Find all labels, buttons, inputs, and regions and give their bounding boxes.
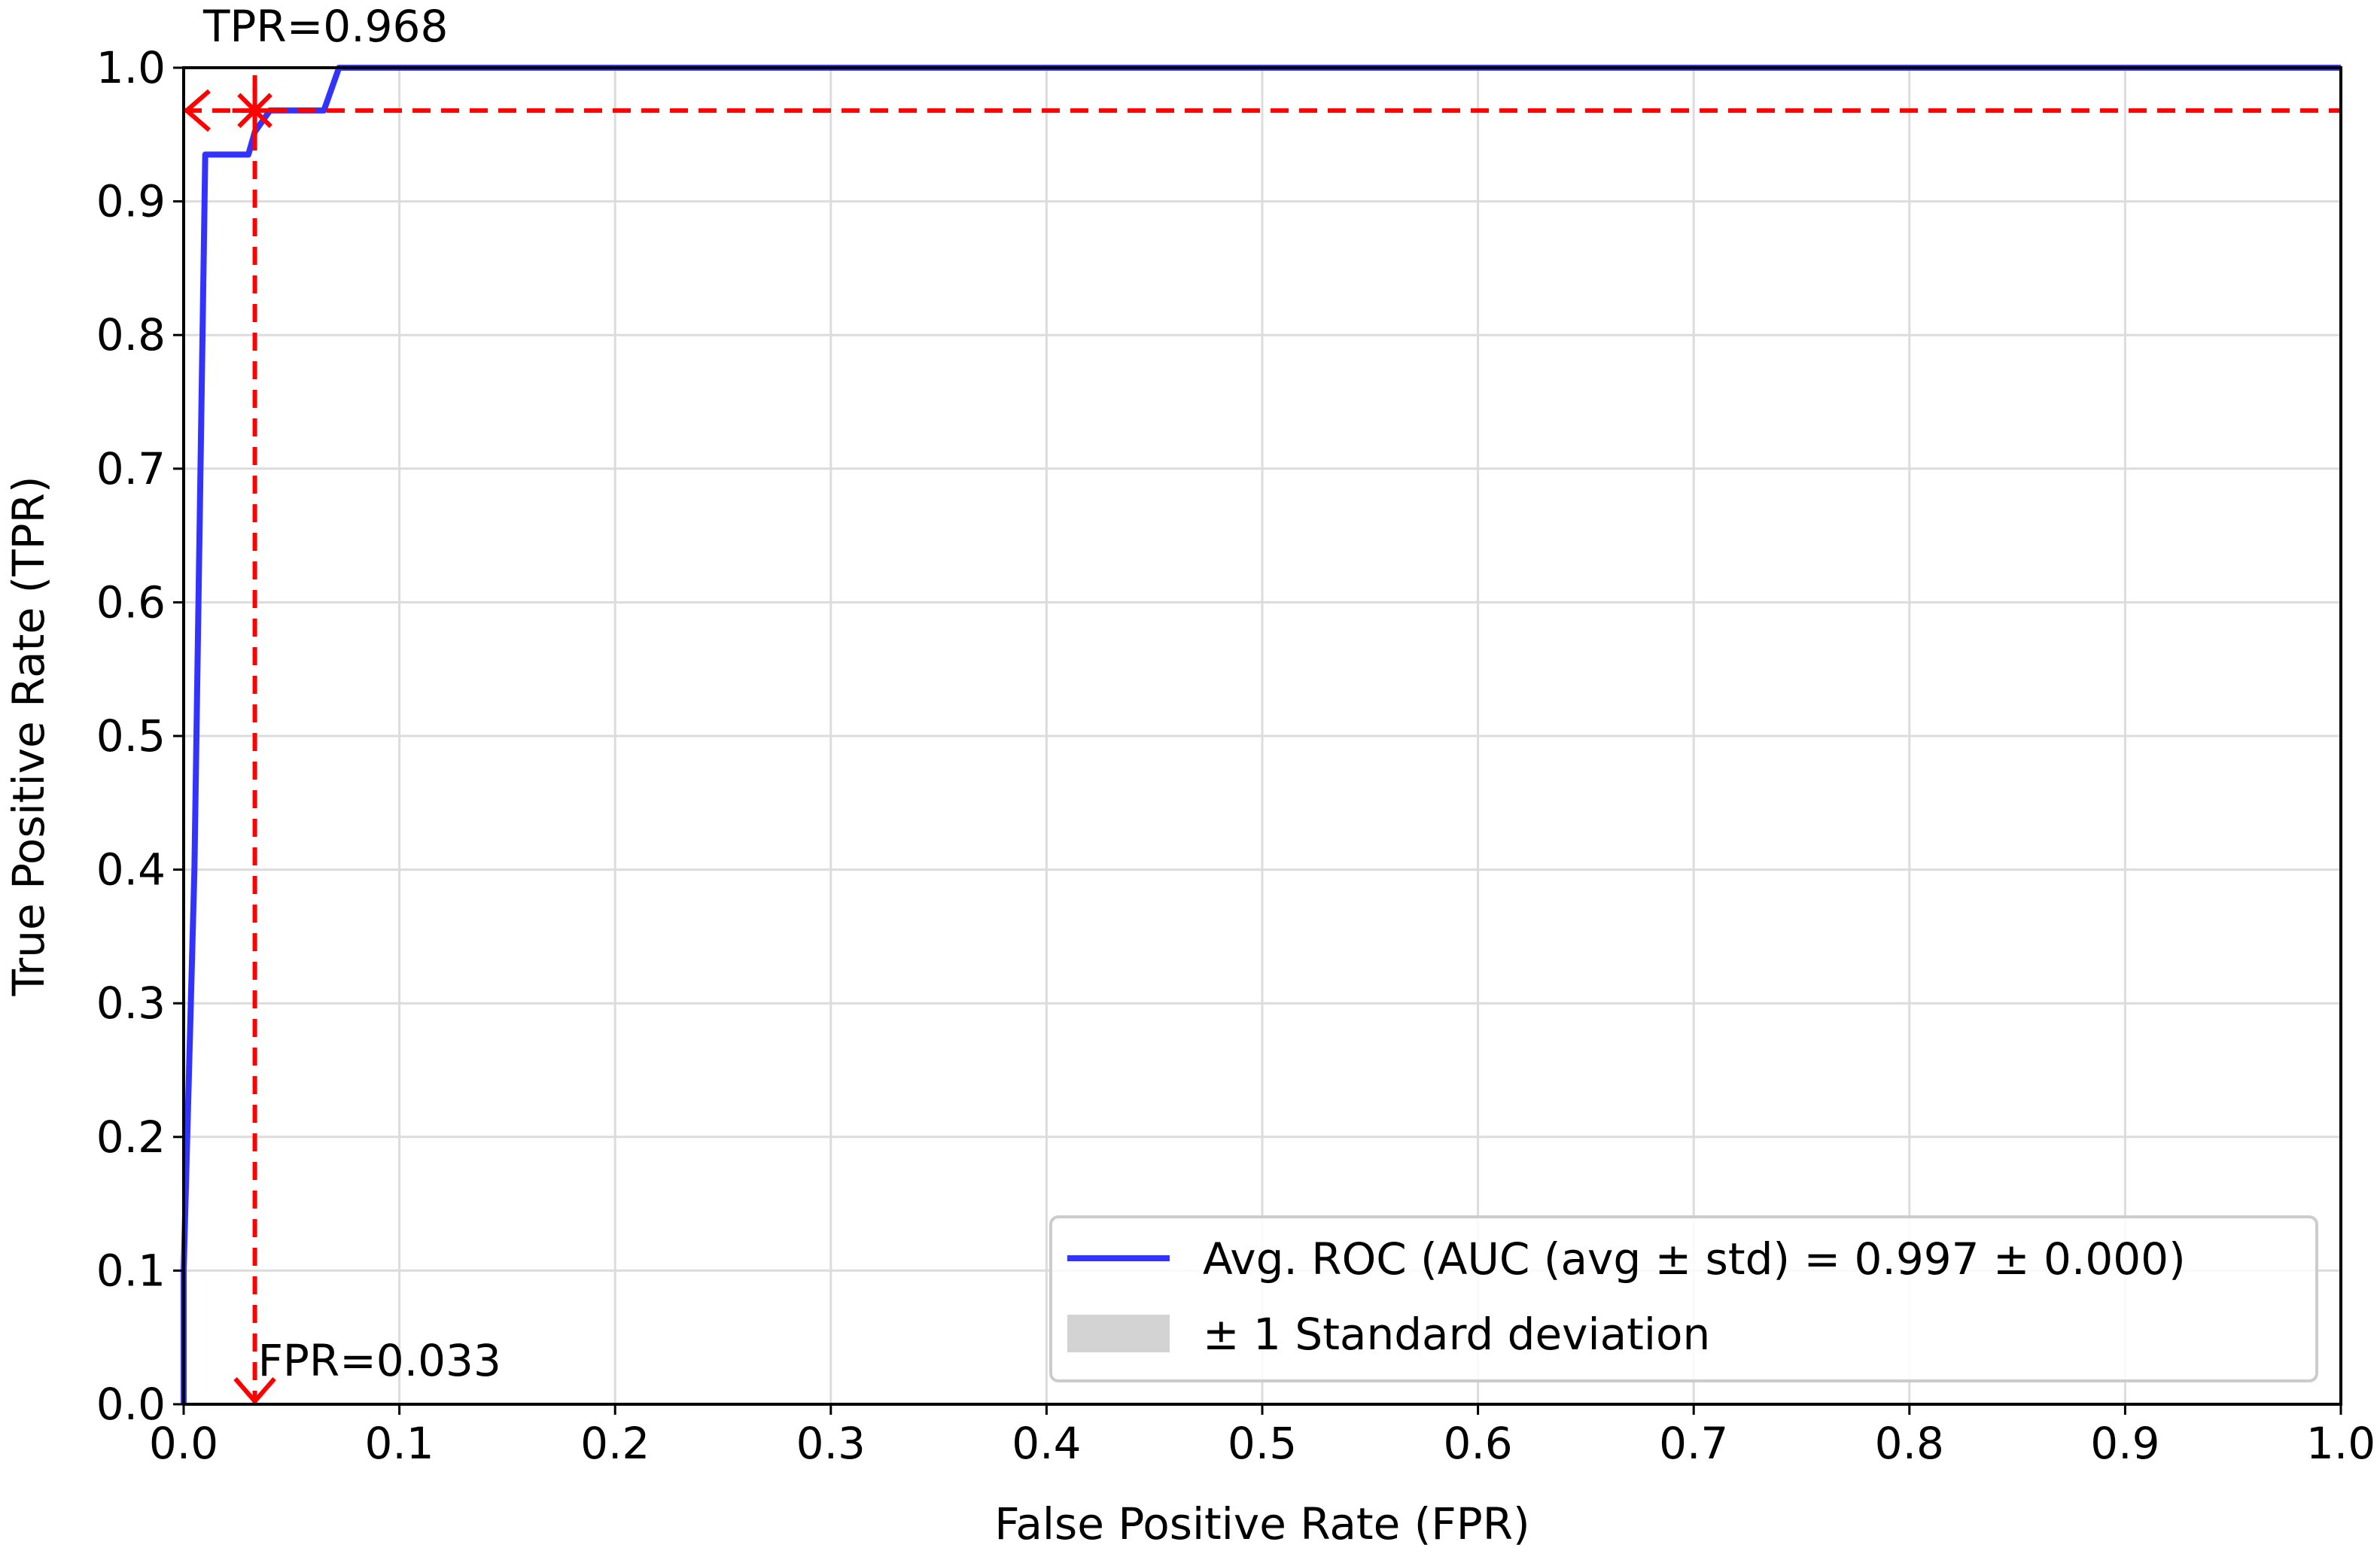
x-tick-label: 0.2	[580, 1418, 650, 1469]
x-tick-label: 0.9	[2090, 1418, 2159, 1469]
x-tick-label: 0.5	[1228, 1418, 1297, 1469]
y-tick-label: 0.8	[96, 309, 166, 360]
axis-ticks: 0.0 0.1 0.2 0.3 0.4 0.5 0.6 0.7 0.8 0.9 1.0 0.0 0.1 0…	[96, 42, 2375, 1469]
y-tick-label: 0.4	[96, 844, 166, 896]
operating-point-annotations	[183, 75, 2341, 1405]
legend-box	[1049, 1215, 2318, 1382]
y-tick-label: 0.0	[96, 1379, 166, 1430]
tpr-arrow-head	[183, 89, 211, 132]
y-tick-label: 1.0	[96, 42, 166, 93]
y-tick-label: 0.3	[96, 978, 166, 1029]
fpr-arrow-head	[233, 1377, 276, 1405]
x-axis-label: False Positive Rate (FPR)	[994, 1498, 1529, 1549]
legend-std-swatch	[1067, 1315, 1170, 1352]
y-tick-label: 0.5	[96, 710, 166, 762]
x-tick-label: 0.7	[1659, 1418, 1728, 1469]
y-tick-label: 0.2	[96, 1112, 166, 1163]
x-tick-label: 1.0	[2306, 1418, 2375, 1469]
x-tick-label: 0.3	[796, 1418, 866, 1469]
y-tick-label: 0.7	[96, 443, 166, 494]
series-layer	[181, 65, 2341, 1404]
y-tick-label: 0.6	[96, 576, 166, 628]
operating-point-marker	[232, 87, 278, 133]
y-tick-label: 0.1	[96, 1245, 166, 1296]
roc-curve-line	[181, 65, 2341, 1404]
legend-std-label: ± 1 Standard deviation	[1203, 1309, 1710, 1360]
tpr-annotation-label: TPR=0.968	[202, 1, 448, 52]
grid	[182, 66, 2342, 1406]
legend-roc-label: Avg. ROC (AUC (avg ± std) = 0.997 ± 0.00…	[1203, 1233, 2186, 1285]
x-tick-label: 0.0	[149, 1418, 218, 1469]
y-axis-label: True Positive Rate (TPR)	[3, 476, 54, 996]
x-tick-label: 0.4	[1012, 1418, 1081, 1469]
fpr-annotation-label: FPR=0.033	[258, 1335, 501, 1386]
x-tick-label: 0.6	[1443, 1418, 1512, 1469]
y-tick-label: 0.9	[96, 176, 166, 227]
marker-stroke	[237, 93, 272, 129]
x-tick-label: 0.1	[364, 1418, 434, 1469]
legend: Avg. ROC (AUC (avg ± std) = 0.997 ± 0.00…	[1049, 1215, 2318, 1382]
x-tick-label: 0.8	[1875, 1418, 1944, 1469]
